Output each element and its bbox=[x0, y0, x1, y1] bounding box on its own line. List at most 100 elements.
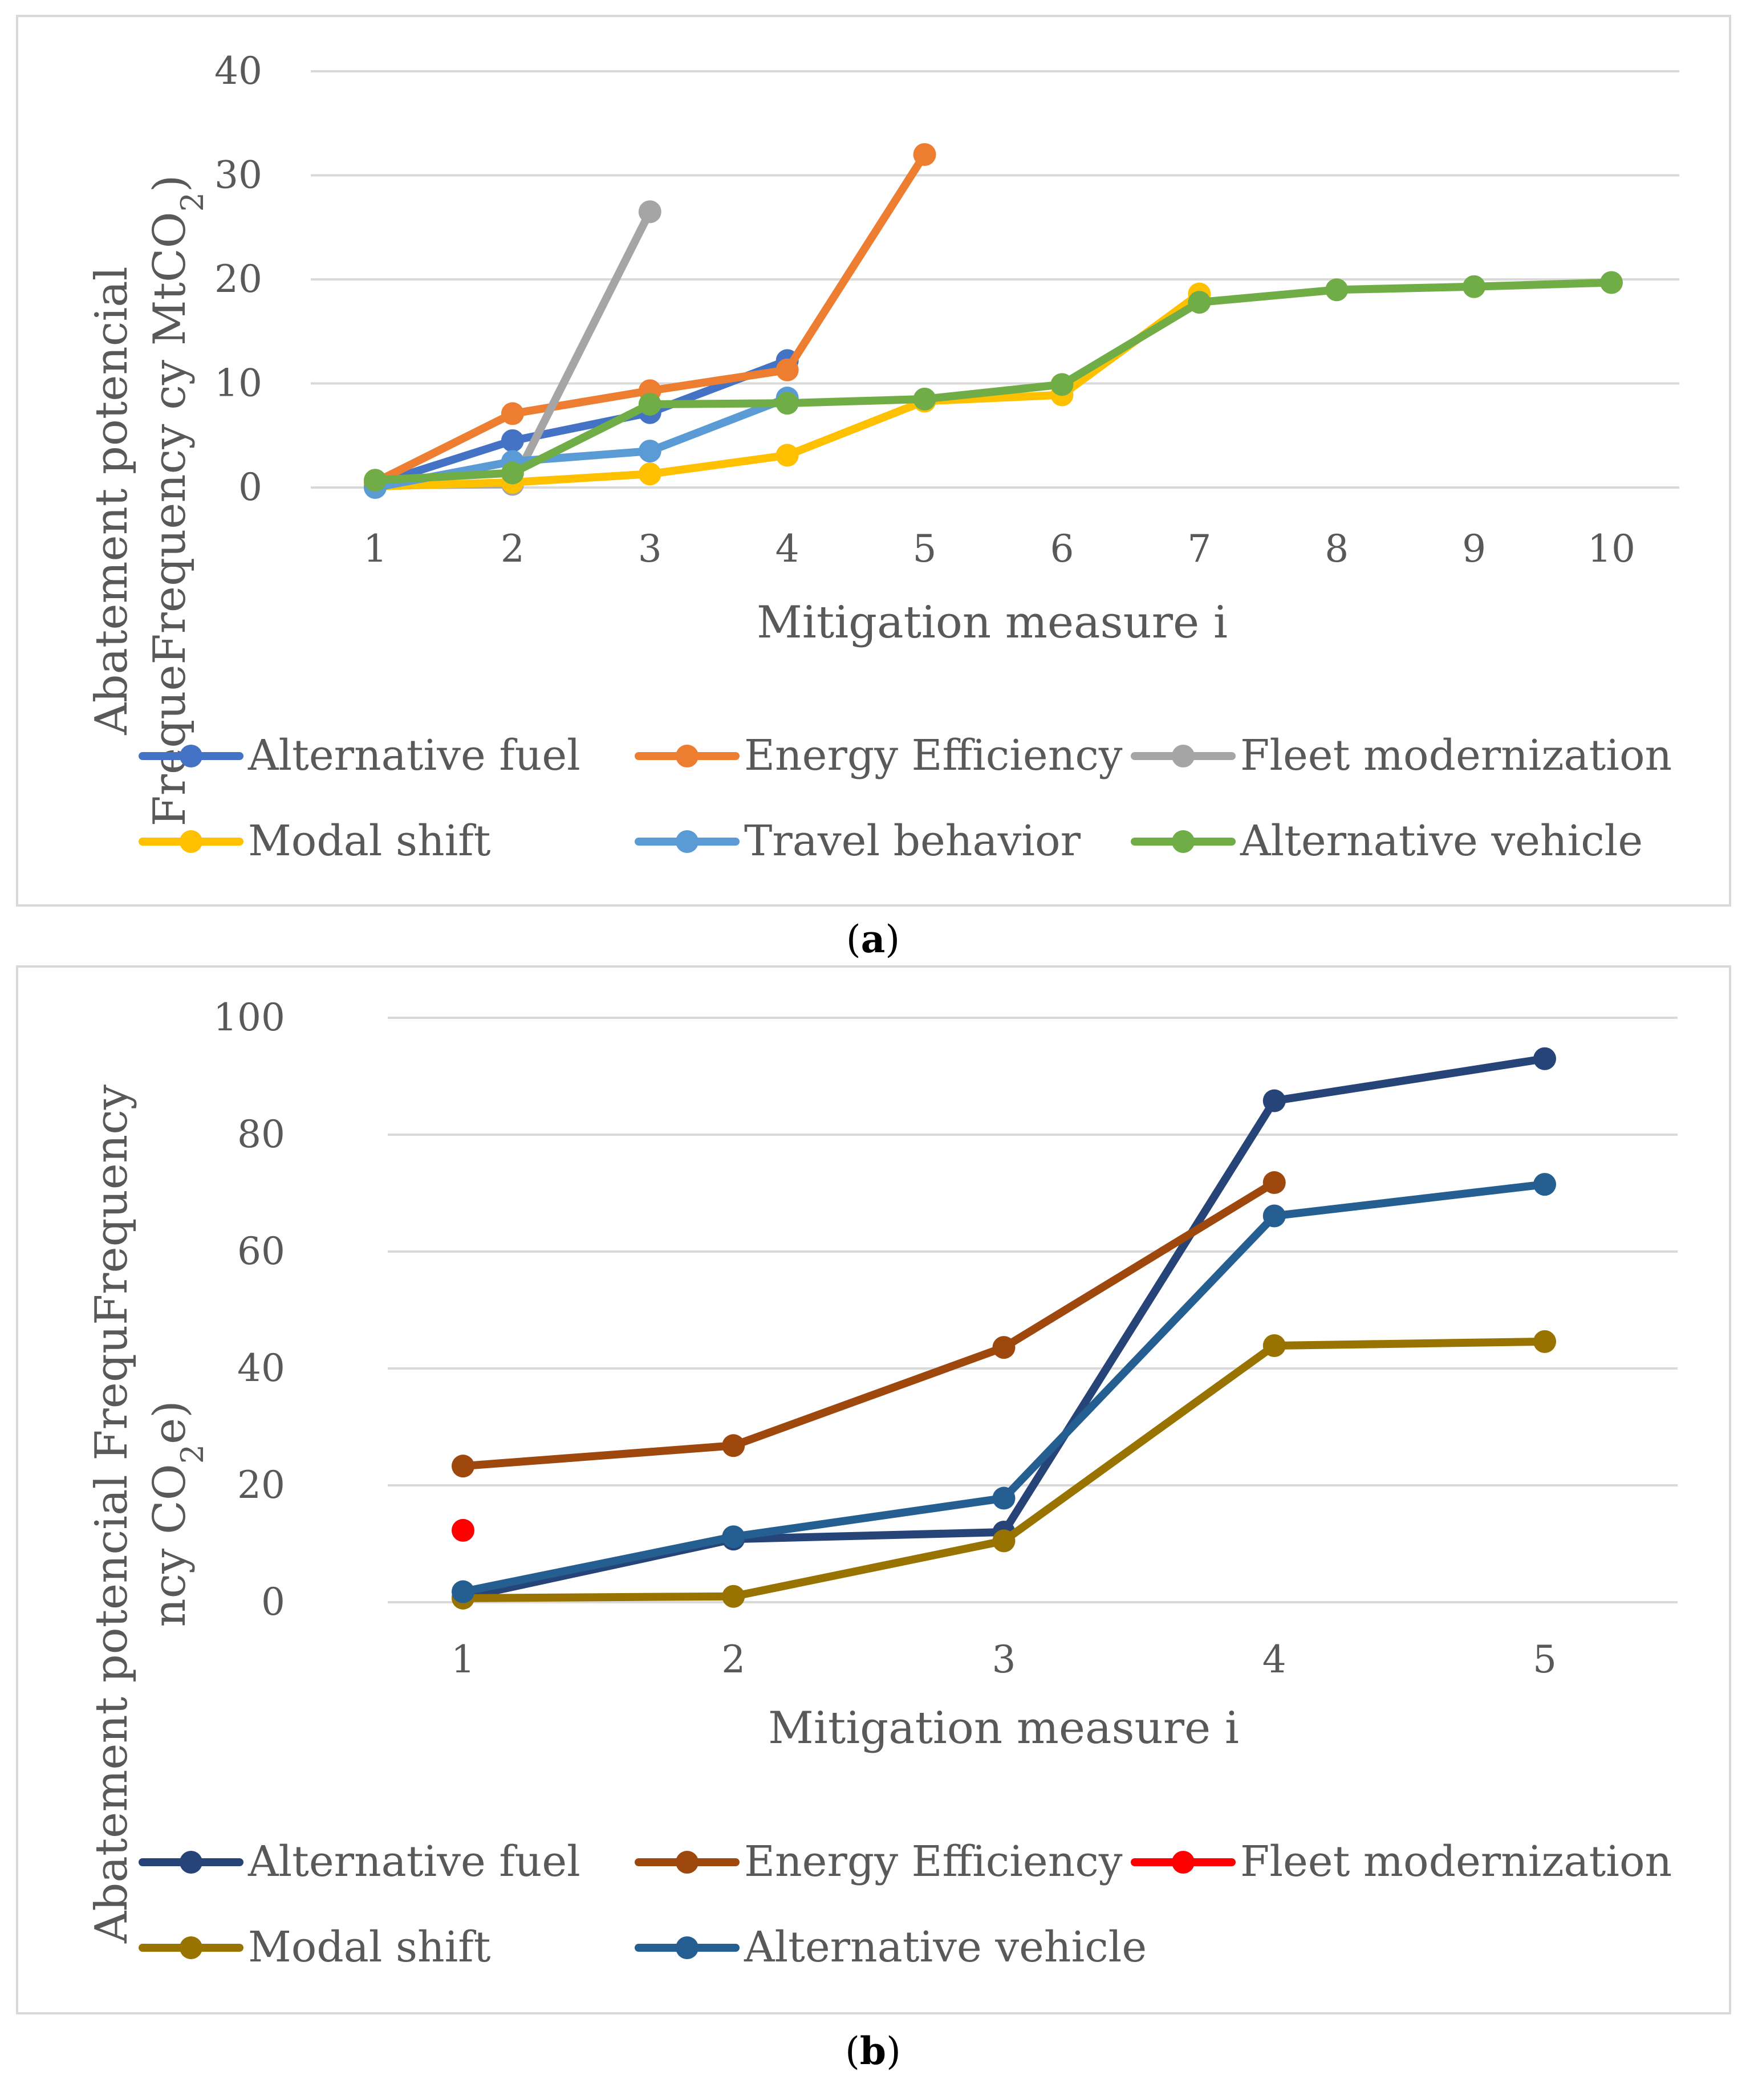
x-tick-label: 5 bbox=[1533, 1638, 1557, 1681]
series-fleet-modernization bbox=[452, 1518, 474, 1542]
x-tick-label: 5 bbox=[913, 527, 937, 571]
x-tick-label: 4 bbox=[1262, 1638, 1286, 1681]
panel-b-frame bbox=[16, 965, 1731, 2014]
legend-label: Alternative vehicle bbox=[744, 1923, 1147, 1972]
series-line-alternative-fuel bbox=[371, 356, 791, 489]
data-point-alternative-fuel bbox=[501, 429, 524, 452]
x-tick-label: 1 bbox=[363, 527, 387, 571]
series-line-energy-efficiency bbox=[459, 1179, 1278, 1471]
data-point-alternative-vehicle bbox=[1262, 1204, 1286, 1228]
panel-b-x-axis-title: Mitigation measure i bbox=[768, 1703, 1239, 1754]
y-tick-label: 0 bbox=[261, 1580, 285, 1624]
y-tick-label: 20 bbox=[214, 257, 262, 301]
legend-label: Modal shift bbox=[248, 817, 491, 866]
legend-label: Alternative vehicle bbox=[1240, 817, 1643, 866]
legend-item-alternative-vehicle: Alternative vehicle bbox=[1131, 817, 1643, 866]
y-tick-label: 0 bbox=[238, 465, 262, 509]
legend-label: Alternative fuel bbox=[247, 731, 580, 780]
data-point-energy-efficiency bbox=[452, 1455, 474, 1478]
legend-item-energy-efficiency: Energy Efficiency bbox=[635, 1837, 1123, 1886]
legend-label: Modal shift bbox=[248, 1923, 491, 1972]
x-tick-label: 4 bbox=[775, 527, 799, 571]
panel-a-y-axis-title-line2: FrequeFrequency cy MtCO2) bbox=[144, 175, 210, 827]
legend-swatch-marker bbox=[676, 1936, 699, 1959]
series-line-alternative-vehicle bbox=[371, 278, 1615, 485]
legend-item-modal-shift: Modal shift bbox=[139, 1923, 491, 1972]
panel-b-y-axis-title-line1: Abatement potencial FrequFrequency bbox=[86, 1084, 137, 1944]
legend-item-alternative-fuel: Alternative fuel bbox=[139, 731, 580, 780]
legend-label: Travel behavior bbox=[744, 817, 1081, 866]
series-line-alternative-fuel bbox=[459, 1054, 1549, 1602]
panel-a-legend: Alternative fuel Energy Efficiency Fleet m… bbox=[139, 731, 1672, 866]
data-point-energy-efficiency bbox=[1262, 1171, 1286, 1195]
legend-swatch-marker bbox=[1172, 830, 1195, 853]
y-tick-label: 60 bbox=[237, 1229, 285, 1273]
y-tick-label: 30 bbox=[214, 153, 262, 197]
legend-item-alternative-vehicle: Alternative vehicle bbox=[635, 1923, 1147, 1972]
data-point-alternative-vehicle bbox=[1050, 373, 1074, 396]
y-tick-label: 100 bbox=[213, 996, 285, 1039]
panel-b-y-axis-title-line2: ncy CO2e) bbox=[144, 1400, 210, 1627]
legend-label: Energy Efficiency bbox=[744, 1837, 1123, 1886]
legend-label: Fleet modernization bbox=[1240, 1837, 1672, 1886]
data-point-alternative-vehicle bbox=[992, 1486, 1016, 1510]
data-point-alternative-vehicle bbox=[722, 1525, 745, 1549]
data-point-alternative-vehicle bbox=[452, 1580, 474, 1603]
y-tick-label: 40 bbox=[237, 1346, 285, 1390]
legend-label: Fleet modernization bbox=[1240, 731, 1672, 780]
legend-swatch-marker bbox=[676, 745, 699, 767]
data-point-alternative-vehicle bbox=[1188, 291, 1211, 314]
x-tick-label: 3 bbox=[992, 1638, 1016, 1681]
data-point-modal-shift bbox=[775, 444, 799, 467]
legend-item-energy-efficiency: Energy Efficiency bbox=[635, 731, 1123, 780]
x-tick-label: 3 bbox=[638, 527, 662, 571]
data-point-alternative-vehicle bbox=[913, 387, 936, 411]
legend-label: Alternative fuel bbox=[247, 1837, 580, 1886]
panel-b-y-axis-title: Abatement potencial FrequFrequency ncy C… bbox=[86, 1084, 210, 1944]
data-point-alternative-vehicle bbox=[1600, 271, 1623, 294]
legend-item-alternative-fuel: Alternative fuel bbox=[139, 1837, 580, 1886]
chart-panel-a: 0 10 20 30 40 1 2 3 4 5 6 7 8 9 10 Mitigation measure… bbox=[16, 15, 1731, 907]
data-point-modal-shift bbox=[722, 1585, 745, 1608]
data-point-alternative-fuel bbox=[1533, 1047, 1556, 1070]
legend-swatch-marker bbox=[180, 1851, 202, 1874]
panel-a-y-axis-title: Abatement potencial FrequeFrequency cy M… bbox=[86, 175, 210, 827]
legend-swatch-marker bbox=[1172, 745, 1195, 767]
legend-swatch-marker bbox=[180, 1936, 202, 1959]
legend-item-modal-shift: Modal shift bbox=[139, 817, 491, 866]
legend-swatch-marker bbox=[180, 745, 202, 767]
panel-b-gridlines bbox=[388, 1017, 1678, 1603]
caption-a: (a) bbox=[846, 917, 900, 961]
x-tick-label: 7 bbox=[1187, 527, 1211, 571]
data-point-alternative-vehicle bbox=[638, 393, 661, 416]
x-tick-label: 9 bbox=[1462, 527, 1486, 571]
data-point-energy-efficiency bbox=[501, 402, 524, 425]
x-tick-label: 6 bbox=[1050, 527, 1074, 571]
data-point-fleet-modernization bbox=[452, 1518, 474, 1542]
panel-b-y-tick-labels: 0 20 40 60 80 100 bbox=[213, 996, 285, 1624]
panel-b-x-tick-labels: 1 2 3 4 5 bbox=[451, 1638, 1557, 1681]
data-point-fleet-modernization bbox=[638, 200, 661, 224]
data-point-alternative-vehicle bbox=[1533, 1173, 1556, 1196]
legend-item-fleet-modernization: Fleet modernization bbox=[1131, 731, 1672, 780]
x-tick-label: 2 bbox=[721, 1638, 745, 1681]
panel-a-gridlines bbox=[311, 70, 1679, 489]
series-alternative-vehicle bbox=[364, 271, 1623, 492]
x-tick-label: 2 bbox=[501, 527, 525, 571]
panel-b-legend: Alternative fuel Energy Efficiency Fleet m… bbox=[139, 1837, 1672, 1972]
data-point-alternative-vehicle bbox=[364, 469, 387, 492]
legend-swatch-marker bbox=[676, 1851, 699, 1874]
data-point-energy-efficiency bbox=[775, 358, 799, 381]
series-alternative-vehicle bbox=[452, 1173, 1556, 1603]
panel-a-x-axis-title: Mitigation measure i bbox=[757, 597, 1228, 648]
x-tick-label: 1 bbox=[451, 1638, 475, 1681]
y-tick-label: 40 bbox=[214, 49, 262, 93]
data-point-alternative-vehicle bbox=[1325, 278, 1349, 302]
panel-a-y-tick-labels: 0 10 20 30 40 bbox=[214, 49, 262, 509]
y-tick-label: 80 bbox=[237, 1112, 285, 1156]
data-point-modal-shift bbox=[1262, 1334, 1286, 1358]
caption-b: (b) bbox=[845, 2029, 901, 2073]
x-tick-label: 10 bbox=[1587, 527, 1635, 571]
series-alternative-fuel bbox=[452, 1047, 1556, 1609]
